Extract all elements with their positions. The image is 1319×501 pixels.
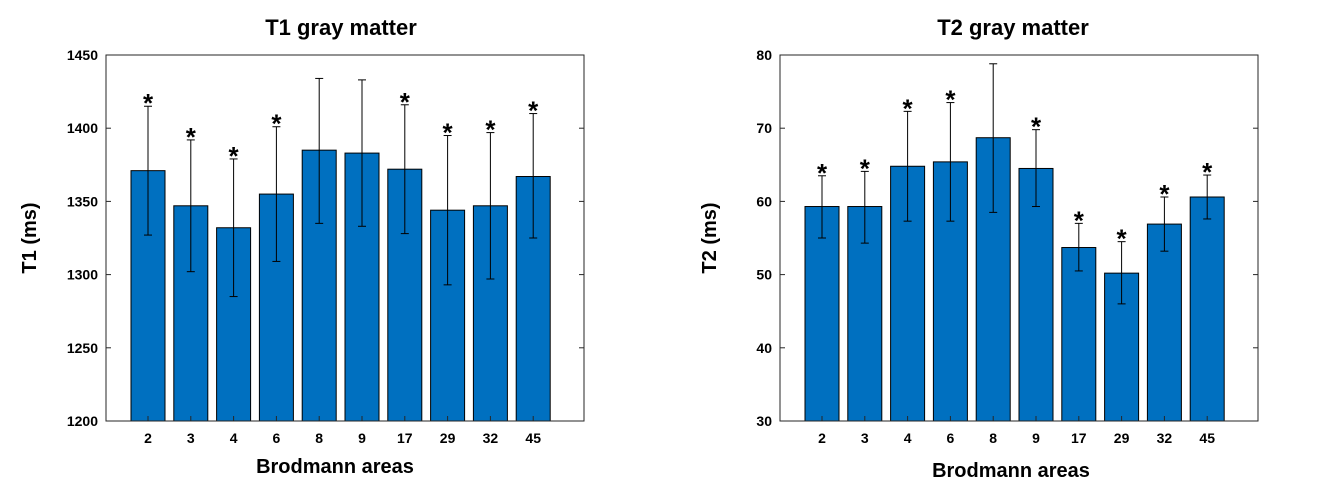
x-tick-label: 6 (947, 430, 955, 446)
x-tick-label: 32 (483, 430, 499, 446)
significance-marker: * (186, 122, 197, 152)
x-tick-label: 32 (1157, 430, 1173, 446)
y-tick-label: 1400 (67, 120, 98, 136)
bar (1146, 223, 1182, 422)
y-tick-label: 60 (756, 193, 772, 209)
y-tick-label: 40 (756, 340, 772, 356)
significance-marker: * (1031, 112, 1042, 142)
significance-marker: * (400, 87, 411, 117)
y-axis-label: T2 (ms) (699, 202, 721, 273)
x-tick-label: 3 (187, 430, 195, 446)
y-tick-label: 30 (756, 413, 772, 429)
y-tick-label: 1350 (67, 193, 98, 209)
x-tick-label: 3 (861, 430, 869, 446)
bar-series: 1200 1250 1300 1350 1400 1450 2 * 3 * 4 * 6 * 8 9 17 * 29 *… (67, 47, 584, 446)
significance-marker: * (229, 141, 240, 171)
x-tick-label: 17 (397, 430, 413, 446)
x-tick-label: 29 (440, 430, 456, 446)
bar (804, 206, 840, 422)
bar (1061, 247, 1097, 422)
bar (1189, 196, 1225, 422)
plot-frame (779, 54, 1259, 422)
x-tick-label: 45 (525, 430, 541, 446)
x-tick-label: 6 (273, 430, 281, 446)
x-tick-label: 9 (1032, 430, 1040, 446)
significance-marker: * (485, 115, 496, 145)
x-tick-label: 17 (1071, 430, 1087, 446)
x-tick-label: 45 (1199, 430, 1215, 446)
y-tick-label: 1450 (67, 47, 98, 63)
x-tick-label: 29 (1114, 430, 1130, 446)
significance-marker: * (1074, 205, 1085, 235)
y-tick-label: 1250 (67, 340, 98, 356)
x-axis-label: Brodmann areas (932, 460, 1090, 482)
significance-marker: * (1117, 224, 1128, 254)
significance-marker: * (1159, 179, 1170, 209)
x-tick-label: 4 (230, 430, 238, 446)
y-tick-label: 1200 (67, 413, 98, 429)
x-axis-label: Brodmann areas (256, 456, 414, 478)
y-tick-label: 80 (756, 47, 772, 63)
significance-marker: * (271, 109, 282, 139)
y-tick-label: 70 (756, 120, 772, 136)
x-tick-label: 8 (315, 430, 323, 446)
x-tick-label: 9 (358, 430, 366, 446)
bar-series: 30 40 50 60 70 80 2 * 3 * 4 * 6 * 8 9 * 17 * 29 * 32 * 45 * (756, 47, 1258, 446)
significance-marker: * (443, 118, 454, 148)
significance-marker: * (817, 158, 828, 188)
significance-marker: * (860, 153, 871, 183)
significance-marker: * (903, 93, 914, 123)
y-tick-label: 50 (756, 267, 772, 283)
x-tick-label: 2 (144, 430, 152, 446)
chart-title: T1 gray matter (265, 15, 417, 40)
bar (1018, 167, 1054, 422)
x-tick-label: 2 (818, 430, 826, 446)
t1-chart: T1 gray matter Brodmann areas T1 (ms) 12… (19, 15, 585, 478)
significance-marker: * (945, 85, 956, 115)
significance-marker: * (143, 88, 154, 118)
plot-frame (105, 54, 585, 422)
t2-chart: T2 gray matter Brodmann areas T2 (ms) 30… (699, 15, 1259, 482)
y-tick-label: 1300 (67, 267, 98, 283)
significance-marker: * (528, 96, 539, 126)
significance-marker: * (1202, 157, 1213, 187)
x-tick-label: 4 (904, 430, 912, 446)
x-tick-label: 8 (989, 430, 997, 446)
y-axis-label: T1 (ms) (19, 202, 41, 273)
chart-title: T2 gray matter (937, 15, 1089, 40)
